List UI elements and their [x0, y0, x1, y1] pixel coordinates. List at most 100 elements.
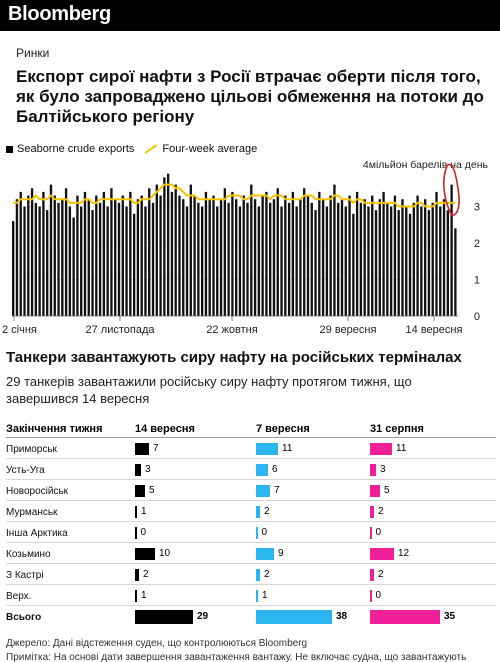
- value-label: 7: [274, 485, 280, 496]
- x-tick-label: 14 вересня: [406, 324, 463, 336]
- export-bar: [393, 195, 397, 316]
- export-bar: [193, 195, 196, 316]
- value-bar: [256, 590, 258, 602]
- x-tick-label: 2 січня: [2, 324, 37, 336]
- value-label: 9: [278, 548, 284, 559]
- export-bar: [121, 195, 124, 316]
- value-label: 3: [380, 464, 386, 475]
- export-bar: [374, 210, 378, 316]
- export-bar: [348, 195, 351, 316]
- value-label: 6: [272, 464, 278, 475]
- value-bar: [256, 464, 268, 476]
- header-week-ending: Закінчення тижня: [6, 423, 103, 435]
- export-bar: [204, 191, 208, 316]
- export-bar: [287, 202, 291, 316]
- value-bar: [256, 443, 278, 455]
- value-label: 2: [143, 569, 149, 580]
- value-label: 38: [336, 611, 348, 622]
- brand-bar: Bloomberg: [0, 0, 500, 31]
- bloomberg-logo[interactable]: Bloomberg: [8, 3, 111, 25]
- article-headline: Експорт сирої нафти з Росії втрачає обер…: [16, 67, 484, 126]
- export-bar: [416, 195, 419, 316]
- terminal-name: Верх.: [6, 591, 32, 602]
- export-bar: [291, 191, 295, 316]
- export-bar: [91, 210, 94, 316]
- export-bar: [329, 195, 332, 316]
- export-bar: [450, 184, 453, 316]
- value-label: 0: [375, 527, 382, 538]
- export-bar: [117, 202, 121, 316]
- export-bar: [140, 195, 143, 316]
- export-bar: [269, 202, 272, 316]
- export-bar: [401, 199, 404, 316]
- export-bar: [359, 202, 363, 316]
- export-bar: [246, 202, 249, 316]
- export-bar: [303, 188, 306, 316]
- export-bar: [405, 206, 408, 316]
- export-bar: [125, 206, 128, 316]
- export-bar: [306, 195, 310, 316]
- export-bar: [231, 191, 234, 316]
- value-bar: [256, 548, 274, 560]
- section-kicker[interactable]: Ринки: [16, 46, 50, 60]
- export-bar: [144, 206, 147, 316]
- value-bar: [370, 485, 380, 497]
- value-bar: [135, 443, 149, 455]
- value-bar: [256, 569, 260, 581]
- legend-line-swatch: [145, 144, 158, 154]
- export-bar: [159, 195, 162, 316]
- export-bar: [272, 199, 276, 316]
- value-label: 5: [384, 485, 390, 496]
- y-tick-label: 1: [474, 275, 480, 287]
- export-bar: [382, 191, 385, 316]
- export-bar: [197, 202, 200, 316]
- export-bar: [386, 202, 389, 316]
- export-bar: [23, 206, 26, 316]
- export-bar: [87, 199, 90, 316]
- export-bar: [314, 210, 317, 316]
- export-bar: [38, 206, 41, 316]
- export-bar: [257, 206, 261, 316]
- export-bar: [110, 188, 113, 316]
- value-bar: [135, 590, 137, 602]
- footnote: Примітка: На основі дати завершення зава…: [6, 652, 467, 662]
- table-body: Приморськ 7 11 11 Усть-Уга 3 6 3 Новоросійськ 5 7 5…: [6, 438, 496, 628]
- value-label: 1: [141, 590, 147, 601]
- export-bar: [454, 228, 457, 316]
- value-bar: [135, 548, 155, 560]
- export-bar: [57, 202, 60, 316]
- export-bar: [53, 195, 56, 316]
- terminal-name: Інша Арктика: [6, 528, 68, 539]
- export-bar: [352, 213, 355, 316]
- export-bar: [155, 184, 158, 316]
- export-bar: [299, 199, 302, 316]
- export-bar: [389, 206, 393, 316]
- export-bar: [12, 221, 15, 316]
- value-label: 12: [398, 548, 410, 559]
- average-line: [13, 183, 456, 208]
- export-bar: [68, 206, 72, 316]
- export-bar: [355, 191, 359, 316]
- table-row: Приморськ 7 11 11: [6, 438, 496, 459]
- export-bar: [325, 206, 329, 316]
- value-label: 1: [262, 590, 268, 601]
- table-total-row: Всього 29 38 35: [6, 606, 496, 628]
- terminals-title: Танкери завантажують сиру нафту на росій…: [6, 349, 462, 366]
- terminal-name: Новоросійськ: [6, 486, 69, 497]
- terminal-name: Мурманськ: [6, 507, 58, 518]
- export-bar: [178, 195, 181, 316]
- header-col-1: 14 вересня: [135, 423, 195, 435]
- value-bar: [135, 464, 141, 476]
- value-bar: [135, 527, 137, 539]
- export-bar: [34, 202, 38, 316]
- value-label: 2: [264, 506, 270, 517]
- export-bar: [242, 195, 245, 316]
- value-label: 0: [375, 590, 382, 601]
- terminal-name: З Кастрі: [6, 570, 44, 581]
- export-bar: [49, 184, 53, 316]
- export-bar: [446, 210, 449, 316]
- value-label: 0: [140, 527, 147, 538]
- export-bar: [412, 202, 415, 316]
- value-label: 11: [282, 443, 293, 454]
- export-bar: [64, 188, 68, 316]
